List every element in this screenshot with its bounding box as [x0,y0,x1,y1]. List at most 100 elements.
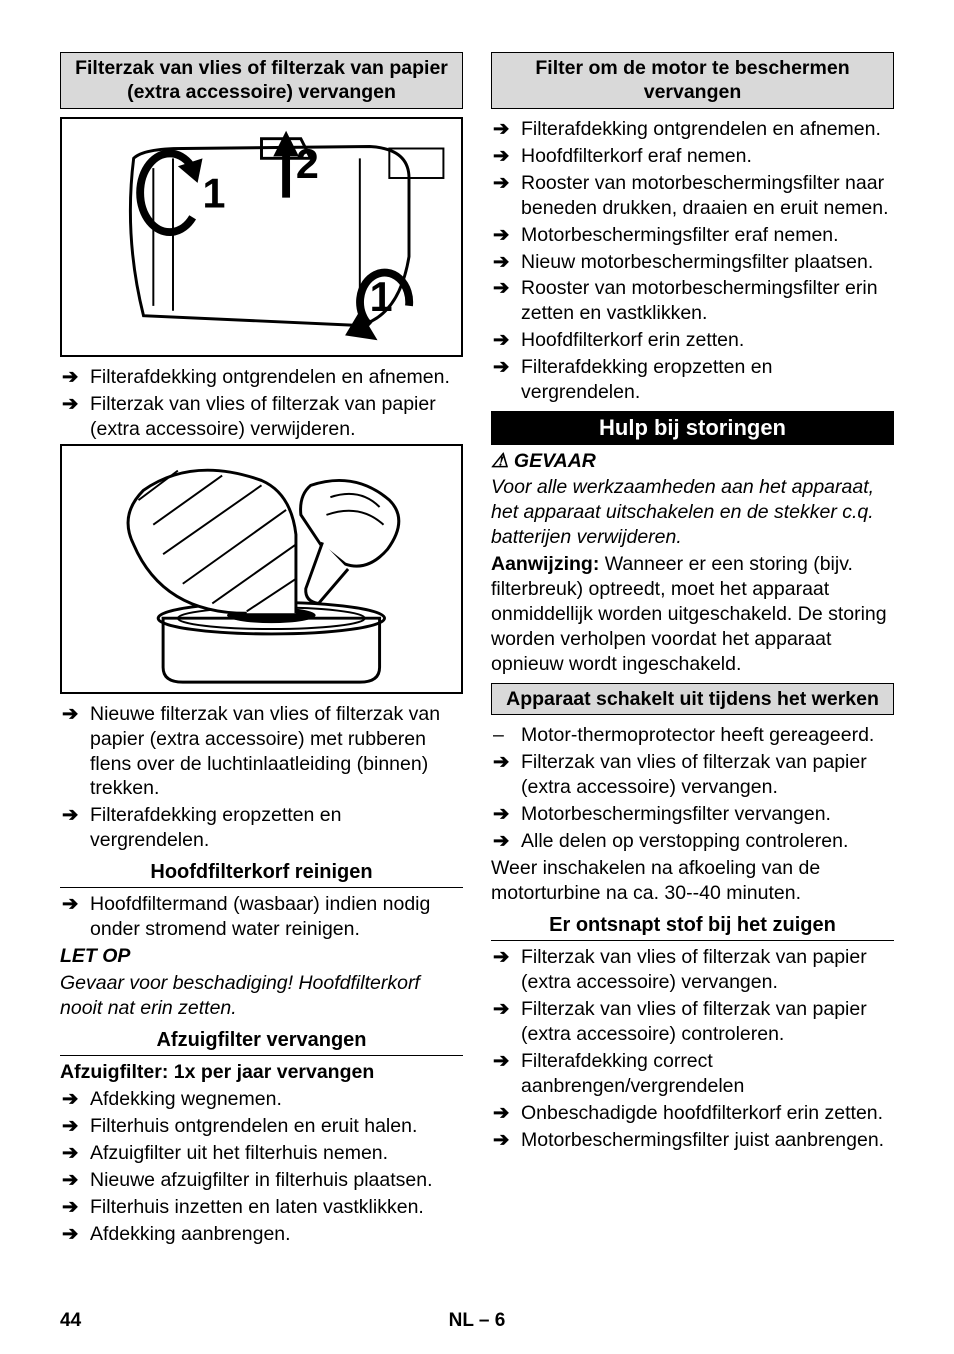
arrow-icon: ➔ [60,1195,90,1220]
step: ➔Alle delen op verstopping controleren. [491,829,894,854]
figure-1: 1 2 1 [60,117,463,357]
subheading-afzuigfilter: Afzuigfilter vervangen [60,1027,463,1056]
step-text: Filterzak van vlies of filterzak van pap… [521,945,894,995]
arrow-icon: ➔ [491,355,521,405]
step: ➔Motorbeschermingsfilter eraf nemen. [491,223,894,248]
step-text: Afdekking aanbrengen. [90,1222,463,1247]
step: ➔Afzuigfilter uit het filterhuis nemen. [60,1141,463,1166]
right-column: Filter om de motor te beschermen vervang… [491,52,894,1249]
arrow-icon: ➔ [491,276,521,326]
arrow-icon: ➔ [491,1101,521,1126]
step-text: Rooster van motorbeschermingsfilter naar… [521,171,894,221]
step-text: Filterzak van vlies of filterzak van pap… [521,750,894,800]
step-text: Hoofdfilterkorf eraf nemen. [521,144,894,169]
step-text: Filterafdekking correct aanbrengen/vergr… [521,1049,894,1099]
section-title-motorfilter: Filter om de motor te beschermen vervang… [491,52,894,109]
step: ➔Filterhuis inzetten en laten vastklikke… [60,1195,463,1220]
section-title-filterzak: Filterzak van vlies of filterzak van pap… [60,52,463,109]
arrow-icon: ➔ [60,803,90,853]
arrow-icon: ➔ [491,250,521,275]
tail-text: Weer inschakelen na afkoeling van de mot… [491,856,894,906]
arrow-icon: ➔ [60,1114,90,1139]
gevaar-text: Voor alle werkzaamheden aan het apparaat… [491,475,894,550]
step: ➔Filterzak van vlies of filterzak van pa… [491,945,894,995]
step: ➔Rooster van motorbeschermingsfilter eri… [491,276,894,326]
arrow-icon: ➔ [60,365,90,390]
dash-item: –Motor-thermoprotector heeft gereageerd. [491,723,894,748]
page-footer: 44 NL – 6 [60,1310,894,1332]
step: ➔Motorbeschermingsfilter vervangen. [491,802,894,827]
step: ➔Filterafdekking eropzetten en vergrende… [60,803,463,853]
arrow-icon: ➔ [491,802,521,827]
step: ➔Afdekking wegnemen. [60,1087,463,1112]
figure-2 [60,444,463,694]
step-text: Filterafdekking ontgrendelen en afnemen. [90,365,463,390]
step-text: Filterafdekking eropzetten en vergrendel… [521,355,894,405]
step: ➔Hoofdfilterkorf eraf nemen. [491,144,894,169]
arrow-icon: ➔ [60,892,90,942]
step-text: Onbeschadigde hoofdfilterkorf erin zette… [521,1101,894,1126]
main-heading-hulp: Hulp bij storingen [491,411,894,445]
section-title-apparaat-uit: Apparaat schakelt uit tijdens het werken [491,683,894,715]
step: ➔Filterafdekking ontgrendelen en afnemen… [491,117,894,142]
arrow-icon: ➔ [491,1128,521,1153]
gevaar-label: ⚠ GEVAAR [491,449,894,473]
aanwijzing-para: Aanwijzing: Wanneer er een storing (bijv… [491,552,894,677]
arrow-icon: ➔ [491,328,521,353]
arrow-icon: ➔ [60,702,90,802]
step-text: Rooster van motorbeschermingsfilter erin… [521,276,894,326]
step: ➔Filterzak van vlies of filterzak van pa… [491,997,894,1047]
arrow-icon: ➔ [60,1087,90,1112]
arrow-icon: ➔ [491,223,521,248]
step-text: Afzuigfilter uit het filterhuis nemen. [90,1141,463,1166]
arrow-icon: ➔ [60,1141,90,1166]
left-column: Filterzak van vlies of filterzak van pap… [60,52,463,1249]
subheading-stof: Er ontsnapt stof bij het zuigen [491,912,894,941]
letop-text: Gevaar voor beschadiging! Hoofdfilterkor… [60,971,463,1021]
step-text: Motorbeschermingsfilter eraf nemen. [521,223,894,248]
step: ➔Filterzak van vlies of filterzak van pa… [491,750,894,800]
arrow-icon: ➔ [491,1049,521,1099]
step-text: Nieuwe afzuigfilter in filterhuis plaats… [90,1168,463,1193]
step-text: Hoofdfiltermand (wasbaar) indien nodig o… [90,892,463,942]
step: ➔Filterafdekking ontgrendelen en afnemen… [60,365,463,390]
dash-icon: – [491,723,521,748]
step-text: Filterzak van vlies of filterzak van pap… [521,997,894,1047]
step-text: Motorbeschermingsfilter juist aanbrengen… [521,1128,894,1153]
step-text: Filterhuis ontgrendelen en eruit halen. [90,1114,463,1139]
afzuigfilter-note: Afzuigfilter: 1x per jaar vervangen [60,1060,463,1085]
two-column-layout: Filterzak van vlies of filterzak van pap… [60,52,894,1249]
fig1-label-1: 1 [203,170,226,216]
fig1-label-3: 1 [370,274,393,320]
step: ➔Filterafdekking correct aanbrengen/verg… [491,1049,894,1099]
footer-spacer [889,1310,894,1332]
step-text: Filterafdekking ontgrendelen en afnemen. [521,117,894,142]
step: ➔Afdekking aanbrengen. [60,1222,463,1247]
step-text: Alle delen op verstopping controleren. [521,829,894,854]
arrow-icon: ➔ [491,829,521,854]
arrow-icon: ➔ [491,117,521,142]
page-number: 44 [60,1310,81,1332]
arrow-icon: ➔ [491,144,521,169]
step: ➔Nieuw motorbeschermingsfilter plaatsen. [491,250,894,275]
letop-label: LET OP [60,944,463,969]
arrow-icon: ➔ [491,750,521,800]
step-text: Filterafdekking eropzetten en vergrendel… [90,803,463,853]
step: ➔Nieuwe afzuigfilter in filterhuis plaat… [60,1168,463,1193]
aanwijzing-label: Aanwijzing: [491,553,599,575]
arrow-icon: ➔ [60,1168,90,1193]
fig1-label-2: 2 [296,141,319,187]
step: ➔Filterafdekking eropzetten en vergrende… [491,355,894,405]
arrow-icon: ➔ [491,945,521,995]
arrow-icon: ➔ [491,997,521,1047]
step: ➔Hoofdfiltermand (wasbaar) indien nodig … [60,892,463,942]
dash-text: Motor-thermoprotector heeft gereageerd. [521,723,894,748]
warn-icon: ⚠ [491,450,508,472]
step-text: Filterhuis inzetten en laten vastklikken… [90,1195,463,1220]
step: ➔Rooster van motorbeschermingsfilter naa… [491,171,894,221]
gevaar-label-text: GEVAAR [514,450,596,472]
page-lang-code: NL – 6 [449,1310,506,1332]
step: ➔Filterzak van vlies of filterzak van pa… [60,392,463,442]
step: ➔Nieuwe filterzak van vlies of filterzak… [60,702,463,802]
step-text: Motorbeschermingsfilter vervangen. [521,802,894,827]
